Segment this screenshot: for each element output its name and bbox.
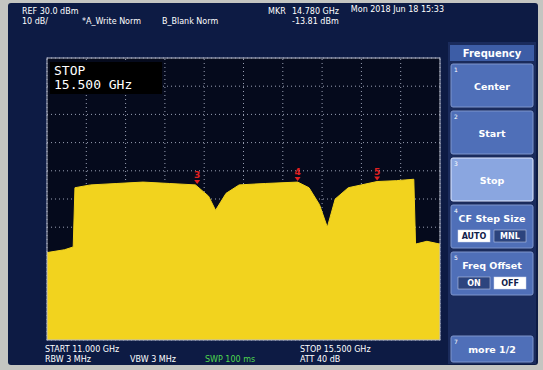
plot-frame — [47, 58, 440, 340]
softkey-number[interactable]: 3 — [454, 160, 458, 167]
grid-line-y — [47, 142, 440, 143]
softkey-option[interactable] — [494, 277, 526, 289]
softkey[interactable] — [451, 336, 533, 362]
trace-a: *A_Write Norm — [82, 17, 141, 26]
rbw: RBW 3 MHz — [45, 355, 91, 364]
marker — [374, 177, 380, 181]
softkey[interactable] — [451, 158, 533, 201]
start-freq: START 11.000 GHz — [45, 345, 119, 354]
softkey-label[interactable]: Freq Offset — [462, 260, 522, 271]
softkey-number[interactable]: 2 — [454, 113, 458, 120]
softkey-number[interactable]: 5 — [454, 254, 458, 261]
grid-line-y — [47, 114, 440, 115]
softkey-label[interactable]: Stop — [480, 175, 505, 186]
softkey-option[interactable] — [458, 277, 490, 289]
softkey-label[interactable]: CF Step Size — [459, 213, 526, 224]
softkey-option-label[interactable]: ON — [467, 279, 481, 288]
attenuation: ATT 40 dB — [300, 355, 340, 364]
marker-level: -13.81 dBm — [292, 17, 339, 26]
softkey-option-label[interactable]: AUTO — [462, 232, 487, 241]
softkey-option[interactable] — [494, 230, 526, 242]
softkey-number[interactable]: 4 — [454, 207, 458, 214]
active-entry-value: 15.500 GHz — [54, 77, 132, 92]
softkey-number[interactable]: 7 — [454, 338, 458, 345]
softkey[interactable] — [451, 111, 533, 154]
menu-panel — [448, 42, 536, 364]
trace-b: B_Blank Norm — [162, 17, 218, 26]
trace-group — [47, 179, 440, 340]
marker-label: 4 — [295, 167, 301, 177]
datetime: Mon 2018 Jun 18 15:33 — [351, 5, 444, 14]
ref-level: REF 30.0 dBm — [22, 7, 79, 16]
softkey[interactable] — [451, 205, 533, 248]
plot-area — [47, 58, 440, 340]
softkey-number[interactable]: 1 — [454, 66, 458, 73]
active-entry-box — [50, 62, 162, 94]
menu-title-bar — [450, 45, 534, 61]
softkey-label[interactable]: Center — [474, 81, 510, 92]
stop-freq: STOP 15.500 GHz — [300, 345, 371, 354]
bezel — [0, 0, 543, 370]
softkey-option-label[interactable]: OFF — [501, 279, 519, 288]
vbw: VBW 3 MHz — [130, 355, 176, 364]
marker-freq: 14.780 GHz — [292, 7, 339, 16]
screen — [8, 3, 538, 365]
softkey-option-label[interactable]: MNL — [500, 232, 520, 241]
softkey-label[interactable]: more 1/2 — [468, 344, 516, 355]
trace-area — [47, 179, 440, 340]
marker-label: 5 — [374, 167, 380, 177]
screen-photo: 3 4 5 STOP15.500 GHz REF 30.0 dBm10 dB/ *A_Wr… — [0, 0, 543, 370]
marker — [194, 180, 200, 184]
marker-label: 3 — [194, 170, 200, 180]
sweep: SWP 100 ms — [205, 355, 255, 364]
softkey[interactable] — [451, 64, 533, 107]
softkey[interactable] — [451, 252, 533, 295]
marker-caption: MKR — [268, 7, 286, 16]
active-entry-label: STOP — [54, 63, 85, 78]
softkey-label[interactable]: Start — [478, 128, 505, 139]
scale: 10 dB/ — [22, 17, 48, 26]
marker — [295, 177, 301, 181]
softkey-option[interactable] — [458, 230, 490, 242]
grid-line-y — [47, 170, 440, 171]
menu-title: Frequency — [463, 48, 522, 59]
